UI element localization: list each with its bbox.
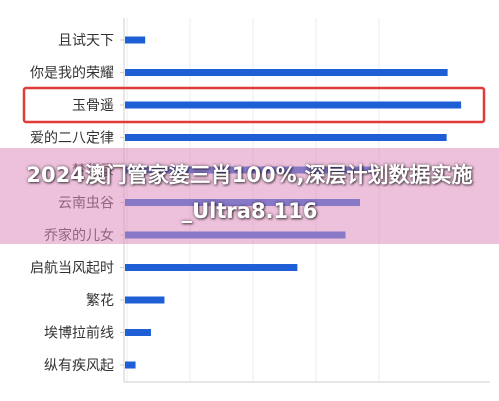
bar-7 <box>125 264 298 271</box>
category-label-0: 且试天下 <box>58 33 114 49</box>
category-label-8: 繁花 <box>86 293 114 309</box>
category-label-10: 纵有疾风起 <box>44 358 114 374</box>
watermark-band <box>0 148 499 244</box>
category-label-3: 爱的二八定律 <box>30 131 114 147</box>
category-label-9: 埃博拉前线 <box>44 325 114 342</box>
bar-0 <box>125 36 146 44</box>
bar-1 <box>125 69 448 76</box>
bar-9 <box>125 329 151 336</box>
category-label-1: 你是我的荣耀 <box>30 66 114 82</box>
highlight-box-2 <box>22 86 486 124</box>
bar-3 <box>125 134 447 141</box>
bar-10 <box>125 361 136 369</box>
category-label-2: 玉骨遥 <box>72 98 114 114</box>
category-label-7: 启航当风起时 <box>30 261 114 277</box>
bar-2 <box>125 101 462 109</box>
bar-8 <box>125 296 165 304</box>
highlight-box <box>22 86 486 124</box>
watermark-text: 2024澳门管家婆三肖100%,深层计划数据实施_Ultra8.116 <box>26 163 473 223</box>
